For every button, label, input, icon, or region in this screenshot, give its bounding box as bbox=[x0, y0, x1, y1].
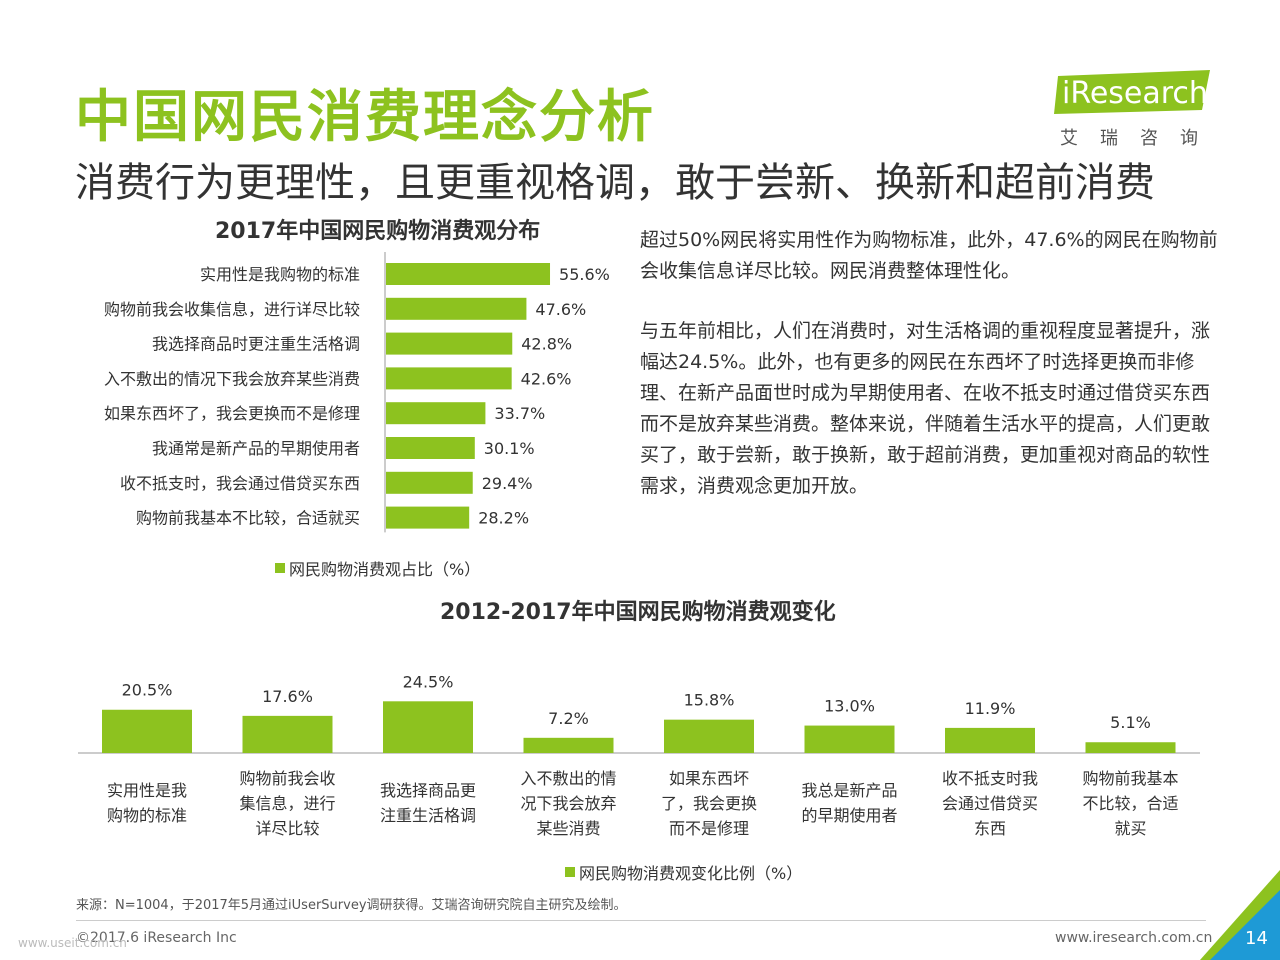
chart2-bar bbox=[804, 725, 895, 753]
chart2-value-label: 5.1% bbox=[1110, 713, 1151, 732]
source-note: 来源：N=1004，于2017年5月通过iUserSurvey调研获得。艾瑞咨询… bbox=[76, 898, 627, 913]
chart2-bar bbox=[242, 715, 333, 753]
chart1-bar bbox=[386, 263, 551, 285]
chart2-category-label: 我总是新产品 bbox=[801, 781, 897, 800]
page-subtitle: 消费行为更理性，且更重视格调，敢于尝新、换新和超前消费 bbox=[75, 160, 1155, 206]
logo-text: iResearch bbox=[1062, 76, 1208, 111]
chart1-legend-label: 网民购物消费观占比（%） bbox=[289, 560, 481, 579]
chart2-value-label: 15.8% bbox=[684, 691, 735, 710]
chart1-value-label: 28.2% bbox=[478, 509, 529, 528]
chart2-category-label: 我选择商品更 bbox=[380, 781, 476, 800]
chart1-category-label: 收不抵支时，我会通过借贷买东西 bbox=[120, 474, 360, 493]
chart1-bar bbox=[386, 367, 512, 390]
chart2-category-label: 东西 bbox=[974, 819, 1006, 838]
chart2-vertical-bar: 20.5% 实用性是我购物的标准 17.6% 购物前我会收集信息，进行详尽比较 24.5… bbox=[78, 672, 1200, 838]
chart1-category-label: 入不敷出的情况下我会放弃某些消费 bbox=[104, 369, 360, 388]
description-paragraph-2: 与五年前相比，人们在消费时，对生活格调的重视程度显著提升，涨幅达24.5%。此外… bbox=[640, 320, 1211, 497]
chart2-value-label: 7.2% bbox=[548, 709, 589, 728]
iresearch-logo: iResearch 艾瑞咨询 bbox=[1050, 62, 1230, 152]
footer-divider bbox=[76, 920, 1206, 921]
chart2-category-label: 了，我会更换 bbox=[661, 794, 757, 813]
chart2-category-label: 实用性是我 bbox=[107, 781, 187, 800]
chart2-category-label: 购物前我基本 bbox=[1082, 769, 1178, 788]
chart1-category-label: 实用性是我购物的标准 bbox=[200, 265, 360, 284]
chart2-category-label: 入不敷出的情 bbox=[520, 769, 616, 788]
logo-badge-icon bbox=[1054, 70, 1210, 114]
page-title: 中国网民消费理念分析 bbox=[75, 85, 655, 150]
chart1-value-label: 33.7% bbox=[494, 404, 545, 423]
chart2-category-label: 会通过借贷买 bbox=[942, 794, 1038, 813]
chart2-category-label: 收不抵支时我 bbox=[942, 769, 1038, 788]
chart2-value-label: 11.9% bbox=[965, 699, 1016, 718]
chart2-bar bbox=[1085, 742, 1176, 753]
chart1-category-label: 购物前我基本不比较，合适就买 bbox=[136, 509, 360, 528]
chart2-category-label: 集信息，进行 bbox=[239, 794, 335, 813]
chart2-bar bbox=[664, 719, 754, 753]
chart2-category-label: 购物的标准 bbox=[107, 806, 187, 825]
chart1-bar bbox=[386, 297, 527, 320]
chart1-value-label: 47.6% bbox=[535, 300, 586, 319]
chart2-bar bbox=[102, 709, 192, 753]
chart2-category-label: 某些消费 bbox=[536, 819, 600, 838]
chart2-value-label: 17.6% bbox=[262, 687, 313, 706]
chart1-horizontal-bar: 实用性是我购物的标准 55.6% 购物前我会收集信息，进行详尽比较 47.6% 我选择商… bbox=[104, 252, 610, 533]
chart1-category-label: 购物前我会收集信息，进行详尽比较 bbox=[104, 300, 360, 319]
chart2-category-label: 不比较，合适 bbox=[1082, 794, 1178, 813]
chart2-bar bbox=[383, 701, 473, 753]
chart2-legend: 网民购物消费观变化比例（%） bbox=[565, 860, 802, 884]
chart2-category-label: 购物前我会收 bbox=[239, 769, 335, 788]
chart1-value-label: 30.1% bbox=[484, 439, 535, 458]
chart2-category-label: 就买 bbox=[1114, 819, 1146, 838]
chart1-bar bbox=[386, 471, 473, 494]
chart1-category-label: 我通常是新产品的早期使用者 bbox=[152, 439, 360, 458]
chart1-value-label: 55.6% bbox=[559, 265, 610, 284]
chart2-category-label: 的早期使用者 bbox=[801, 806, 897, 825]
copyright: ©2017.6 iResearch Inc bbox=[76, 930, 237, 946]
chart2-legend-label: 网民购物消费观变化比例（%） bbox=[579, 864, 803, 883]
legend-swatch bbox=[565, 867, 575, 877]
chart2-value-label: 24.5% bbox=[403, 672, 454, 691]
chart1-category-label: 我选择商品时更注重生活格调 bbox=[152, 335, 360, 354]
chart1-bar bbox=[386, 402, 486, 425]
legend-swatch bbox=[275, 563, 285, 573]
chart2-category-label: 而不是修理 bbox=[669, 819, 749, 838]
corner-decoration-icon bbox=[1200, 870, 1280, 960]
chart1-title: 2017年中国网民购物消费观分布 bbox=[215, 219, 541, 244]
watermark: www.useit.com.cn bbox=[18, 936, 127, 950]
chart2-bar bbox=[945, 727, 1035, 753]
chart1-legend: 网民购物消费观占比（%） bbox=[275, 556, 480, 580]
chart2-bar bbox=[523, 737, 614, 753]
chart1-value-label: 42.6% bbox=[521, 369, 572, 388]
logo-chinese: 艾瑞咨询 bbox=[1060, 128, 1220, 149]
chart1-value-label: 29.4% bbox=[482, 474, 533, 493]
chart1-bar bbox=[386, 437, 475, 459]
chart2-category-label: 况下我会放弃 bbox=[520, 794, 616, 813]
chart2-category-label: 注重生活格调 bbox=[380, 806, 476, 825]
chart2-category-label: 详尽比较 bbox=[255, 819, 319, 838]
chart2-value-label: 13.0% bbox=[824, 697, 875, 716]
website-link[interactable]: www.iresearch.com.cn bbox=[1055, 930, 1213, 946]
chart1-value-label: 42.8% bbox=[521, 335, 572, 354]
page-number: 14 bbox=[1245, 928, 1268, 949]
chart1-bar bbox=[386, 506, 470, 529]
chart2-title: 2012-2017年中国网民购物消费观变化 bbox=[440, 600, 836, 625]
chart2-category-label: 如果东西坏 bbox=[669, 769, 749, 788]
description-paragraph-1: 超过50%网民将实用性作为购物标准，此外，47.6%的网民在购物前会收集信息详尽… bbox=[640, 229, 1218, 282]
chart1-bar bbox=[386, 332, 513, 355]
chart2-value-label: 20.5% bbox=[122, 681, 173, 700]
chart1-category-label: 如果东西坏了，我会更换而不是修理 bbox=[104, 404, 360, 423]
